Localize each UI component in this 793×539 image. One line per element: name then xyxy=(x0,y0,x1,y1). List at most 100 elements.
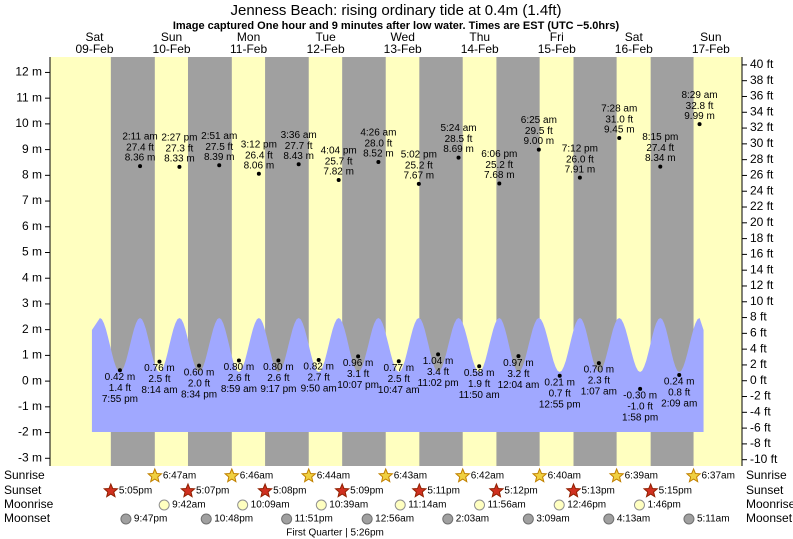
sunrise-time: 6:46am xyxy=(240,471,273,482)
day-weekday: Tue xyxy=(316,30,337,44)
tide-point xyxy=(396,359,401,364)
tide-point xyxy=(497,181,502,186)
tide-point xyxy=(577,175,582,180)
moonrise-time: 12:46pm xyxy=(567,500,606,511)
tide-time: 11:02 pm xyxy=(418,378,459,389)
tide-m: 9.00 m xyxy=(524,136,555,147)
tide-m: 7.91 m xyxy=(565,164,596,175)
day-date: 13-Feb xyxy=(384,42,422,56)
y-tick-label: 0 m xyxy=(22,373,42,387)
tide-time: 6:06 pm xyxy=(481,149,517,160)
sunrise-time: 6:40am xyxy=(548,471,581,482)
moonset-icon xyxy=(522,513,534,525)
moonset-time: 12:56am xyxy=(375,514,414,525)
tide-point xyxy=(617,136,622,141)
tide-ft: 2.6 ft xyxy=(228,373,250,384)
tide-m: 9.45 m xyxy=(604,125,635,136)
moonrise-time: 11:14am xyxy=(408,500,446,511)
moonrise-time: 11:56am xyxy=(488,500,526,511)
day-date: 09-Feb xyxy=(76,42,114,56)
moonset-icon xyxy=(361,513,373,525)
day-weekday: Sat xyxy=(625,30,644,44)
tide-ft: 27.4 ft xyxy=(646,143,674,154)
y-tick-label: 2 m xyxy=(22,322,42,336)
y2-tick-label: 12 ft xyxy=(750,278,774,292)
y2-tick-label: 30 ft xyxy=(750,136,774,150)
day-date: 15-Feb xyxy=(538,42,576,56)
y-tick-label: 3 m xyxy=(22,296,42,310)
tide-m: 0.77 m xyxy=(383,363,414,374)
tide-m: 0.76 m xyxy=(144,363,175,374)
sunset-icon xyxy=(642,482,659,498)
tide-time: 3:36 am xyxy=(281,130,317,141)
moonrise-time: 10:39am xyxy=(329,500,368,511)
day-weekday: Thu xyxy=(469,30,490,44)
moonset-time: 4:13am xyxy=(617,514,650,525)
row-label: Sunset xyxy=(4,483,42,497)
tide-time: 11:50 am xyxy=(459,390,500,401)
tide-point xyxy=(536,147,541,152)
y-tick-label: 8 m xyxy=(22,167,42,181)
moonset-time: 5:11am xyxy=(697,514,730,525)
sunset-time: 5:09pm xyxy=(350,486,383,497)
tide-point xyxy=(296,162,301,167)
tide-m: 8.36 m xyxy=(125,153,156,164)
tide-time: 9:50 am xyxy=(301,384,337,395)
tide-time: 8:14 am xyxy=(141,385,177,396)
tide-point xyxy=(456,155,461,160)
y2-tick-label: 38 ft xyxy=(750,73,774,87)
sunset-icon xyxy=(102,482,119,498)
tide-point xyxy=(596,361,601,366)
y2-tick-label: -6 ft xyxy=(750,420,771,434)
tide-time: 4:04 pm xyxy=(321,146,357,157)
moonset-icon xyxy=(120,513,132,525)
tide-m: 7.67 m xyxy=(404,170,435,181)
row-label: Moonset xyxy=(746,511,793,525)
y2-tick-label: 4 ft xyxy=(750,341,767,355)
sunrise-icon xyxy=(454,467,471,483)
day-date: 10-Feb xyxy=(153,42,191,56)
tide-time: 12:04 am xyxy=(498,380,540,391)
sunrise-time: 6:47am xyxy=(163,471,196,482)
tide-time: 2:51 am xyxy=(201,131,237,142)
moonset-time: 9:47pm xyxy=(134,514,167,525)
tide-m: 9.99 m xyxy=(684,111,715,122)
tide-ft: 3.2 ft xyxy=(507,369,529,380)
tide-time: 10:47 am xyxy=(378,385,420,396)
y2-tick-label: 36 ft xyxy=(750,89,774,103)
row-label: Moonrise xyxy=(4,497,54,511)
y2-tick-label: 28 ft xyxy=(750,152,774,166)
sunrise-icon xyxy=(300,467,317,483)
y2-tick-label: -8 ft xyxy=(750,436,771,450)
tide-point xyxy=(236,358,241,363)
tide-ft: -1.0 ft xyxy=(627,401,653,412)
tide-m: 8.34 m xyxy=(645,153,676,164)
tide-ft: 27.5 ft xyxy=(205,142,233,153)
y-tick-label: 12 m xyxy=(15,65,42,79)
tide-time: 10:07 pm xyxy=(337,380,379,391)
tide-ft: 27.7 ft xyxy=(285,141,313,152)
tide-m: 1.04 m xyxy=(423,356,454,367)
y-tick-label: 6 m xyxy=(22,219,42,233)
tide-m: 0.24 m xyxy=(664,377,695,388)
tide-m: 0.82 m xyxy=(303,362,334,373)
y-tick-label: 7 m xyxy=(22,193,42,207)
sunset-time: 5:08pm xyxy=(273,486,306,497)
row-label: Sunset xyxy=(746,483,784,497)
tide-ft: 0.7 ft xyxy=(549,388,571,399)
day-weekday: Sun xyxy=(161,30,182,44)
tide-point xyxy=(416,181,421,186)
tide-ft: 28.5 ft xyxy=(445,134,473,145)
moonset-icon xyxy=(281,513,293,525)
moonrise-time: 1:46pm xyxy=(647,500,680,511)
sunset-icon xyxy=(257,482,273,498)
moonset-time: 3:09am xyxy=(536,514,569,525)
y-tick-label: 4 m xyxy=(22,270,42,284)
tide-point xyxy=(697,122,702,127)
tide-point xyxy=(557,373,562,378)
tide-point xyxy=(356,354,361,359)
y2-tick-label: -2 ft xyxy=(750,389,771,403)
tide-point xyxy=(217,163,222,168)
y2-tick-label: -10 ft xyxy=(750,452,778,466)
moonset-icon xyxy=(442,513,454,525)
